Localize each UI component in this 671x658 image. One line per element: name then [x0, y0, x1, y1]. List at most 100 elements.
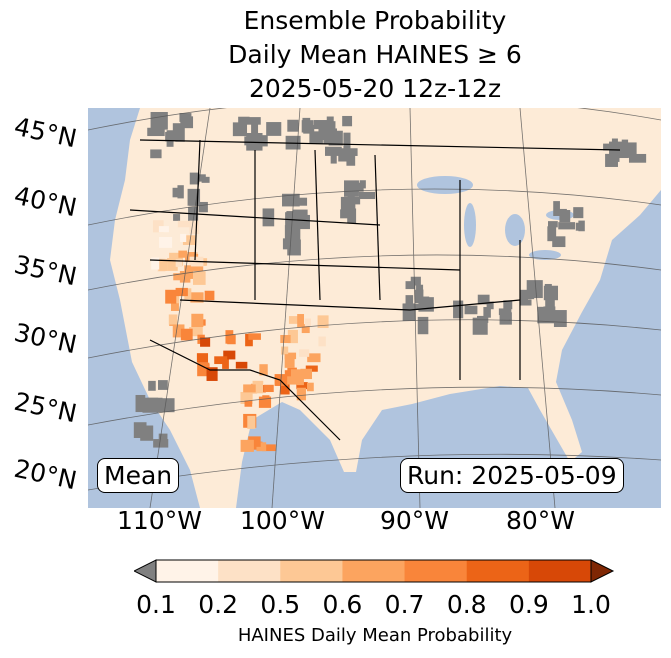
probability-cell — [184, 265, 191, 273]
probability-cell — [245, 333, 253, 347]
probability-cell — [317, 315, 329, 329]
probability-cell — [179, 271, 191, 283]
no-data-cell — [189, 172, 200, 185]
lat-label-45: 45°N — [11, 111, 80, 154]
no-data-cell — [262, 208, 275, 227]
no-data-cell — [559, 210, 571, 223]
probability-cell — [165, 289, 177, 304]
no-data-cell — [503, 300, 513, 310]
mean-label: Mean — [97, 458, 180, 493]
probability-cell — [152, 220, 164, 233]
no-data-cell — [325, 146, 342, 156]
no-data-cell — [548, 221, 558, 228]
no-data-cell — [553, 201, 560, 216]
land — [110, 108, 661, 508]
no-data-cell — [359, 191, 376, 200]
probability-cell — [259, 364, 268, 376]
no-data-cell — [172, 123, 181, 139]
no-data-cell — [142, 397, 159, 413]
colorbar-label: HAINES Daily Mean Probability — [237, 625, 513, 646]
no-data-cell — [552, 236, 566, 248]
no-data-cell — [150, 149, 162, 159]
probability-cell — [297, 314, 305, 328]
no-data-cell — [188, 206, 199, 225]
probability-cell — [223, 350, 236, 360]
no-data-cell — [198, 201, 208, 213]
no-data-cell — [348, 209, 356, 217]
probability-cell — [187, 252, 196, 260]
no-data-cell — [148, 380, 156, 391]
colorbar-tick: 0.2 — [198, 590, 239, 619]
no-data-cell — [292, 197, 308, 206]
probability-cell — [168, 314, 178, 325]
no-data-cell — [194, 174, 206, 182]
no-data-cell — [453, 300, 464, 319]
title-line-1: Ensemble Probability — [243, 6, 507, 35]
no-data-cell — [573, 207, 584, 219]
no-data-cell — [610, 148, 618, 161]
no-data-cell — [346, 149, 356, 166]
title-line-3: 2025-05-20 12z-12z — [248, 74, 502, 103]
probability-cell — [264, 384, 274, 393]
colorbar-under-extension — [134, 559, 157, 583]
probability-cell — [200, 337, 211, 347]
probability-cell — [159, 237, 173, 248]
probability-cell — [190, 292, 204, 303]
lon-label-90: 90°W — [380, 506, 450, 535]
colorbar-tick: 0.7 — [384, 590, 425, 619]
no-data-cell — [180, 116, 194, 129]
probability-cell — [243, 384, 256, 393]
probability-cell — [170, 303, 179, 311]
no-data-cell — [486, 301, 494, 310]
no-data-cell — [405, 281, 416, 290]
colorbar-tick: 0.6 — [322, 590, 363, 619]
probability-cell — [318, 336, 326, 347]
colorbar-segment — [528, 560, 592, 582]
probability-cell — [196, 353, 209, 363]
borders — [129, 139, 621, 441]
probability-cell — [307, 353, 321, 363]
probability-cell — [180, 233, 187, 242]
probability-cell — [280, 335, 291, 344]
no-data-cell — [416, 284, 424, 294]
probability-cell — [158, 259, 168, 271]
no-data-cell — [165, 132, 180, 142]
no-data-cell — [172, 187, 182, 198]
no-data-cell — [417, 316, 429, 335]
no-data-cell — [323, 128, 332, 144]
colorbar-segment — [466, 560, 530, 582]
probability-cell — [182, 235, 196, 245]
no-data-cell — [245, 117, 261, 125]
lon-label-100: 100°W — [240, 506, 325, 535]
probability-cell — [240, 439, 254, 452]
colorbar-tick: 0.1 — [136, 590, 176, 619]
no-data-cell — [483, 307, 491, 318]
colorbar-segment — [280, 560, 343, 582]
probability-cell — [301, 324, 310, 334]
probability-cell — [191, 313, 204, 328]
no-data-cell — [147, 127, 165, 137]
no-data-cell — [342, 115, 353, 127]
title-line-2: Daily Mean HAINES ≥ 6 — [228, 40, 522, 69]
no-data-cell — [499, 312, 512, 325]
probability-cell — [175, 259, 183, 267]
lat-label-40: 40°N — [11, 180, 80, 223]
map — [88, 108, 661, 508]
no-data-cell — [410, 276, 421, 286]
no-data-cell — [520, 299, 532, 306]
probability-cell — [307, 382, 314, 392]
no-data-cell — [477, 294, 490, 305]
no-data-cell — [157, 380, 168, 390]
no-data-cell — [405, 295, 414, 310]
no-data-cell — [266, 122, 282, 136]
probability-cell — [247, 415, 256, 429]
no-data-cell — [626, 142, 637, 158]
probability-cell — [225, 330, 234, 344]
colorbar-over-extension — [590, 559, 615, 583]
colorbar-tick: 0.9 — [508, 590, 549, 619]
no-data-cell — [553, 310, 567, 328]
colorbar-tick: 0.5 — [260, 590, 301, 619]
probability-cell — [274, 374, 289, 386]
no-data-cell — [414, 289, 424, 304]
